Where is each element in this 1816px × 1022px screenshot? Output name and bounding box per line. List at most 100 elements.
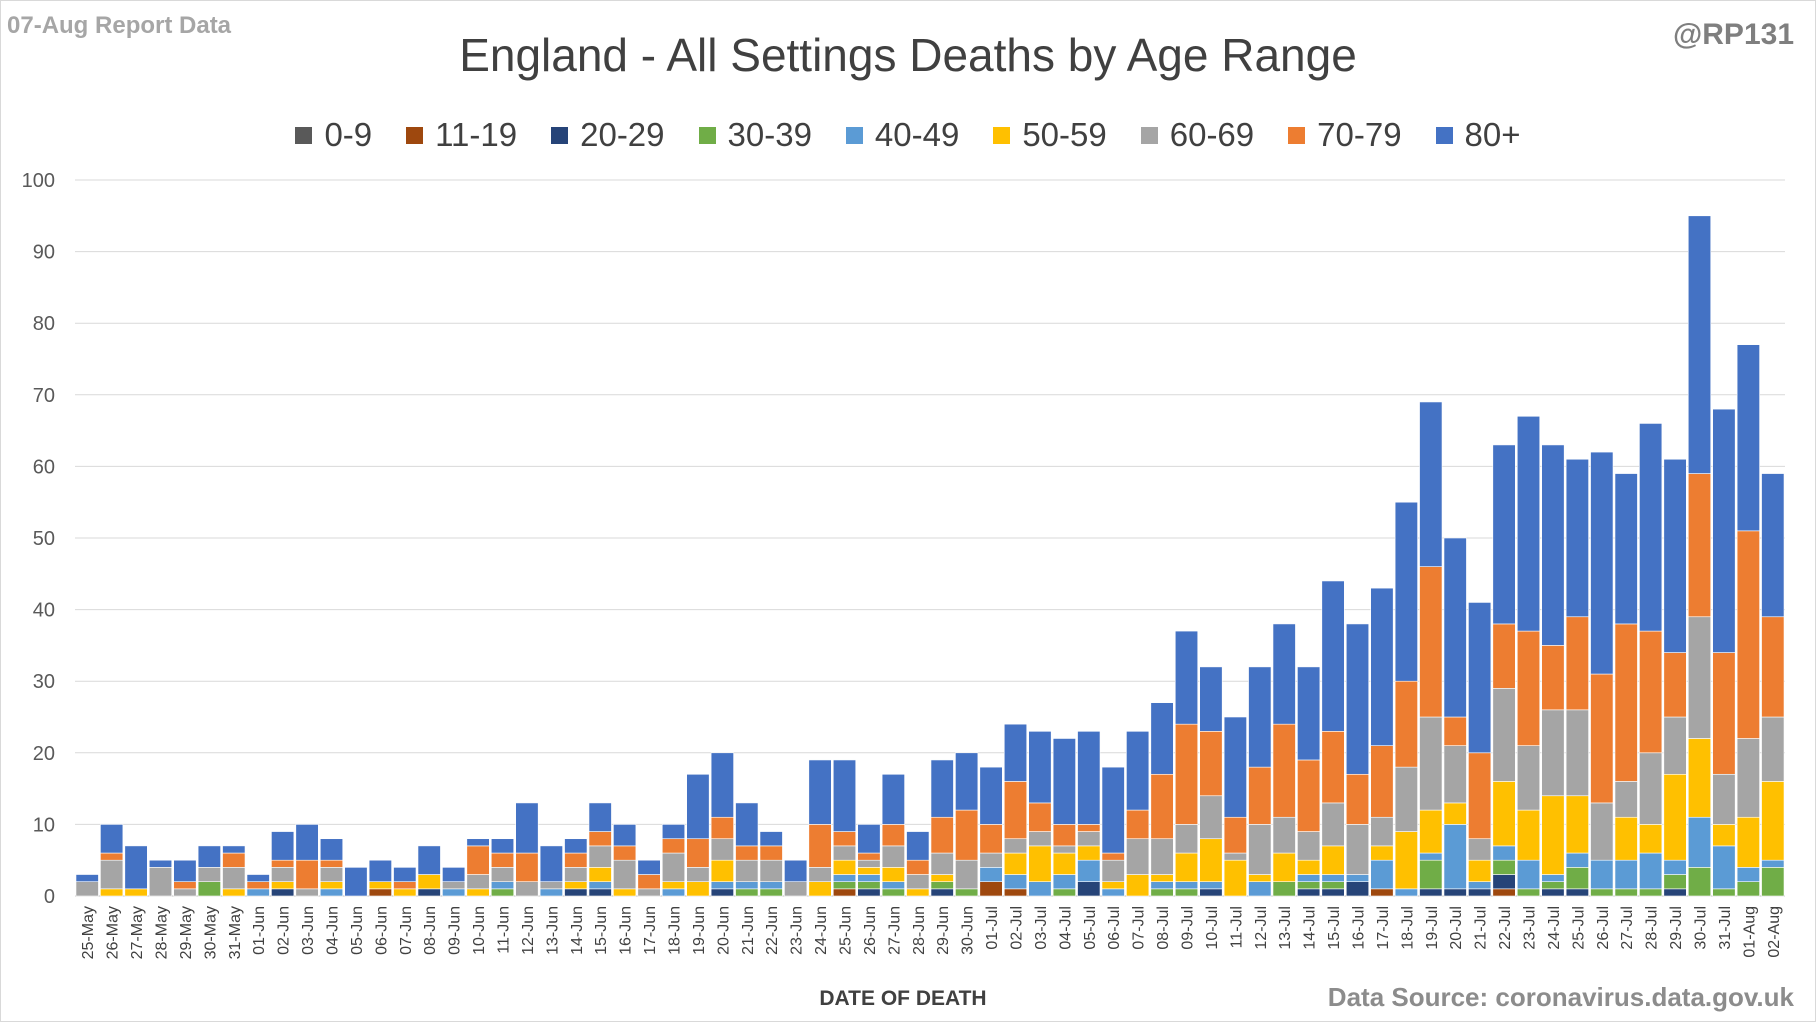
x-tick-label: 11-Jun bbox=[496, 906, 513, 954]
x-tick-label: 11-Jul bbox=[1228, 906, 1245, 948]
bar-segment bbox=[735, 881, 759, 890]
bar-segment bbox=[564, 867, 588, 882]
bar-segment bbox=[148, 859, 173, 868]
bar-segment bbox=[1663, 859, 1687, 875]
bar-segment bbox=[710, 752, 734, 818]
bar-segment bbox=[1663, 874, 1687, 890]
bar-segment bbox=[1394, 680, 1418, 768]
bar-segment bbox=[857, 874, 881, 882]
bar-segment bbox=[564, 888, 588, 897]
bar-segment bbox=[906, 831, 930, 861]
data-source: Data Source: coronavirus.data.gov.uk bbox=[1327, 982, 1794, 1012]
bar-segment bbox=[1297, 759, 1321, 832]
bar-segment bbox=[1687, 215, 1712, 474]
bar-segment bbox=[1639, 752, 1663, 825]
bar-segment bbox=[1174, 630, 1199, 725]
bar-segment bbox=[1028, 881, 1052, 897]
bar-segment bbox=[75, 881, 99, 897]
bar-segment bbox=[1468, 752, 1492, 840]
report-date-label: 07-Aug Report Data bbox=[7, 12, 232, 39]
bar-segment bbox=[173, 859, 197, 882]
bar-segment bbox=[1492, 688, 1516, 782]
x-tick-label: 27-Jul bbox=[1619, 906, 1636, 950]
bar-segment bbox=[1614, 781, 1638, 818]
bar-segment bbox=[759, 888, 783, 897]
bar-segment bbox=[661, 838, 686, 854]
x-tick-label: 13-Jul bbox=[1277, 906, 1294, 950]
bar-segment bbox=[1321, 881, 1345, 890]
bar-segment bbox=[1565, 852, 1589, 868]
bar-segment bbox=[1003, 888, 1028, 897]
bar-segment bbox=[979, 867, 1003, 882]
legend-label: 20-29 bbox=[580, 116, 665, 153]
bar-segment bbox=[1150, 888, 1174, 897]
bar-segment bbox=[832, 759, 857, 832]
bar-segment bbox=[1419, 852, 1443, 861]
bar-segment bbox=[271, 888, 295, 897]
bar-segment bbox=[588, 867, 612, 882]
bar-segment bbox=[490, 838, 515, 854]
bar-segment bbox=[1419, 809, 1443, 854]
bar-segment bbox=[1345, 773, 1370, 825]
bar-segment bbox=[955, 859, 979, 890]
x-tick-label: 15-Jul bbox=[1326, 906, 1343, 950]
bar-segment bbox=[1150, 881, 1174, 890]
bar-segment bbox=[1639, 824, 1663, 854]
bar-segment bbox=[1297, 666, 1321, 761]
bar-segment bbox=[1663, 652, 1687, 718]
legend-item: 70-79 bbox=[1288, 116, 1402, 154]
bar-segment bbox=[1712, 408, 1736, 653]
bar-segment bbox=[1687, 616, 1712, 739]
bar-segment bbox=[319, 838, 344, 861]
bar-segment bbox=[417, 874, 441, 890]
bar-segment bbox=[319, 867, 344, 882]
x-tick-label: 12-Jul bbox=[1253, 906, 1270, 950]
bar-segment bbox=[784, 859, 808, 882]
bar-segment bbox=[832, 874, 857, 882]
bar-segment bbox=[930, 759, 954, 818]
y-tick-label: 0 bbox=[44, 886, 55, 908]
bar-segment bbox=[881, 867, 905, 882]
bar-segment bbox=[1321, 802, 1345, 847]
legend-swatch bbox=[1288, 126, 1306, 144]
bar-segment bbox=[955, 752, 979, 811]
bar-segment bbox=[930, 852, 954, 875]
legend-swatch bbox=[1435, 126, 1453, 144]
bar-segment bbox=[637, 859, 661, 875]
bar-segment bbox=[1492, 444, 1516, 625]
bar-segment bbox=[1712, 824, 1736, 847]
bar-segment bbox=[588, 802, 612, 832]
bar-segment bbox=[735, 888, 759, 897]
bar-segment bbox=[1272, 723, 1296, 818]
bar-segment bbox=[1687, 738, 1712, 818]
bar-segment bbox=[1712, 845, 1736, 890]
bar-segment bbox=[881, 888, 905, 897]
bar-segment bbox=[1248, 874, 1272, 882]
bar-segment bbox=[1272, 852, 1296, 882]
bar-segment bbox=[1028, 831, 1052, 847]
bar-segment bbox=[1101, 881, 1125, 890]
x-tick-label: 24-Jun bbox=[813, 906, 830, 955]
bar-segment bbox=[832, 831, 857, 847]
bar-segment bbox=[319, 888, 344, 897]
bar-segment bbox=[808, 881, 832, 897]
bar-segment bbox=[1687, 867, 1712, 897]
x-tick-label: 23-Jun bbox=[789, 906, 806, 955]
bar-segment bbox=[1614, 473, 1638, 625]
bar-segment bbox=[1590, 451, 1614, 675]
y-axis-ticks: 0 10 20 30 40 50 60 70 80 90 100 bbox=[22, 170, 55, 908]
bar-segment bbox=[173, 888, 197, 897]
y-tick-label: 60 bbox=[33, 456, 55, 478]
bar-segment bbox=[1126, 809, 1150, 840]
bar-segment bbox=[1297, 859, 1321, 875]
bar-segment bbox=[1199, 881, 1223, 890]
bar-segment bbox=[881, 824, 905, 847]
x-tick-label: 10-Jul bbox=[1204, 906, 1221, 950]
x-tick-label: 17-Jul bbox=[1375, 906, 1392, 950]
bar-segment bbox=[75, 874, 99, 882]
bar-segment bbox=[1174, 888, 1199, 897]
bar-segment bbox=[319, 859, 344, 868]
x-tick-label: 26-Jun bbox=[862, 906, 879, 955]
bar-segment bbox=[881, 845, 905, 868]
bar-segment bbox=[124, 845, 148, 890]
